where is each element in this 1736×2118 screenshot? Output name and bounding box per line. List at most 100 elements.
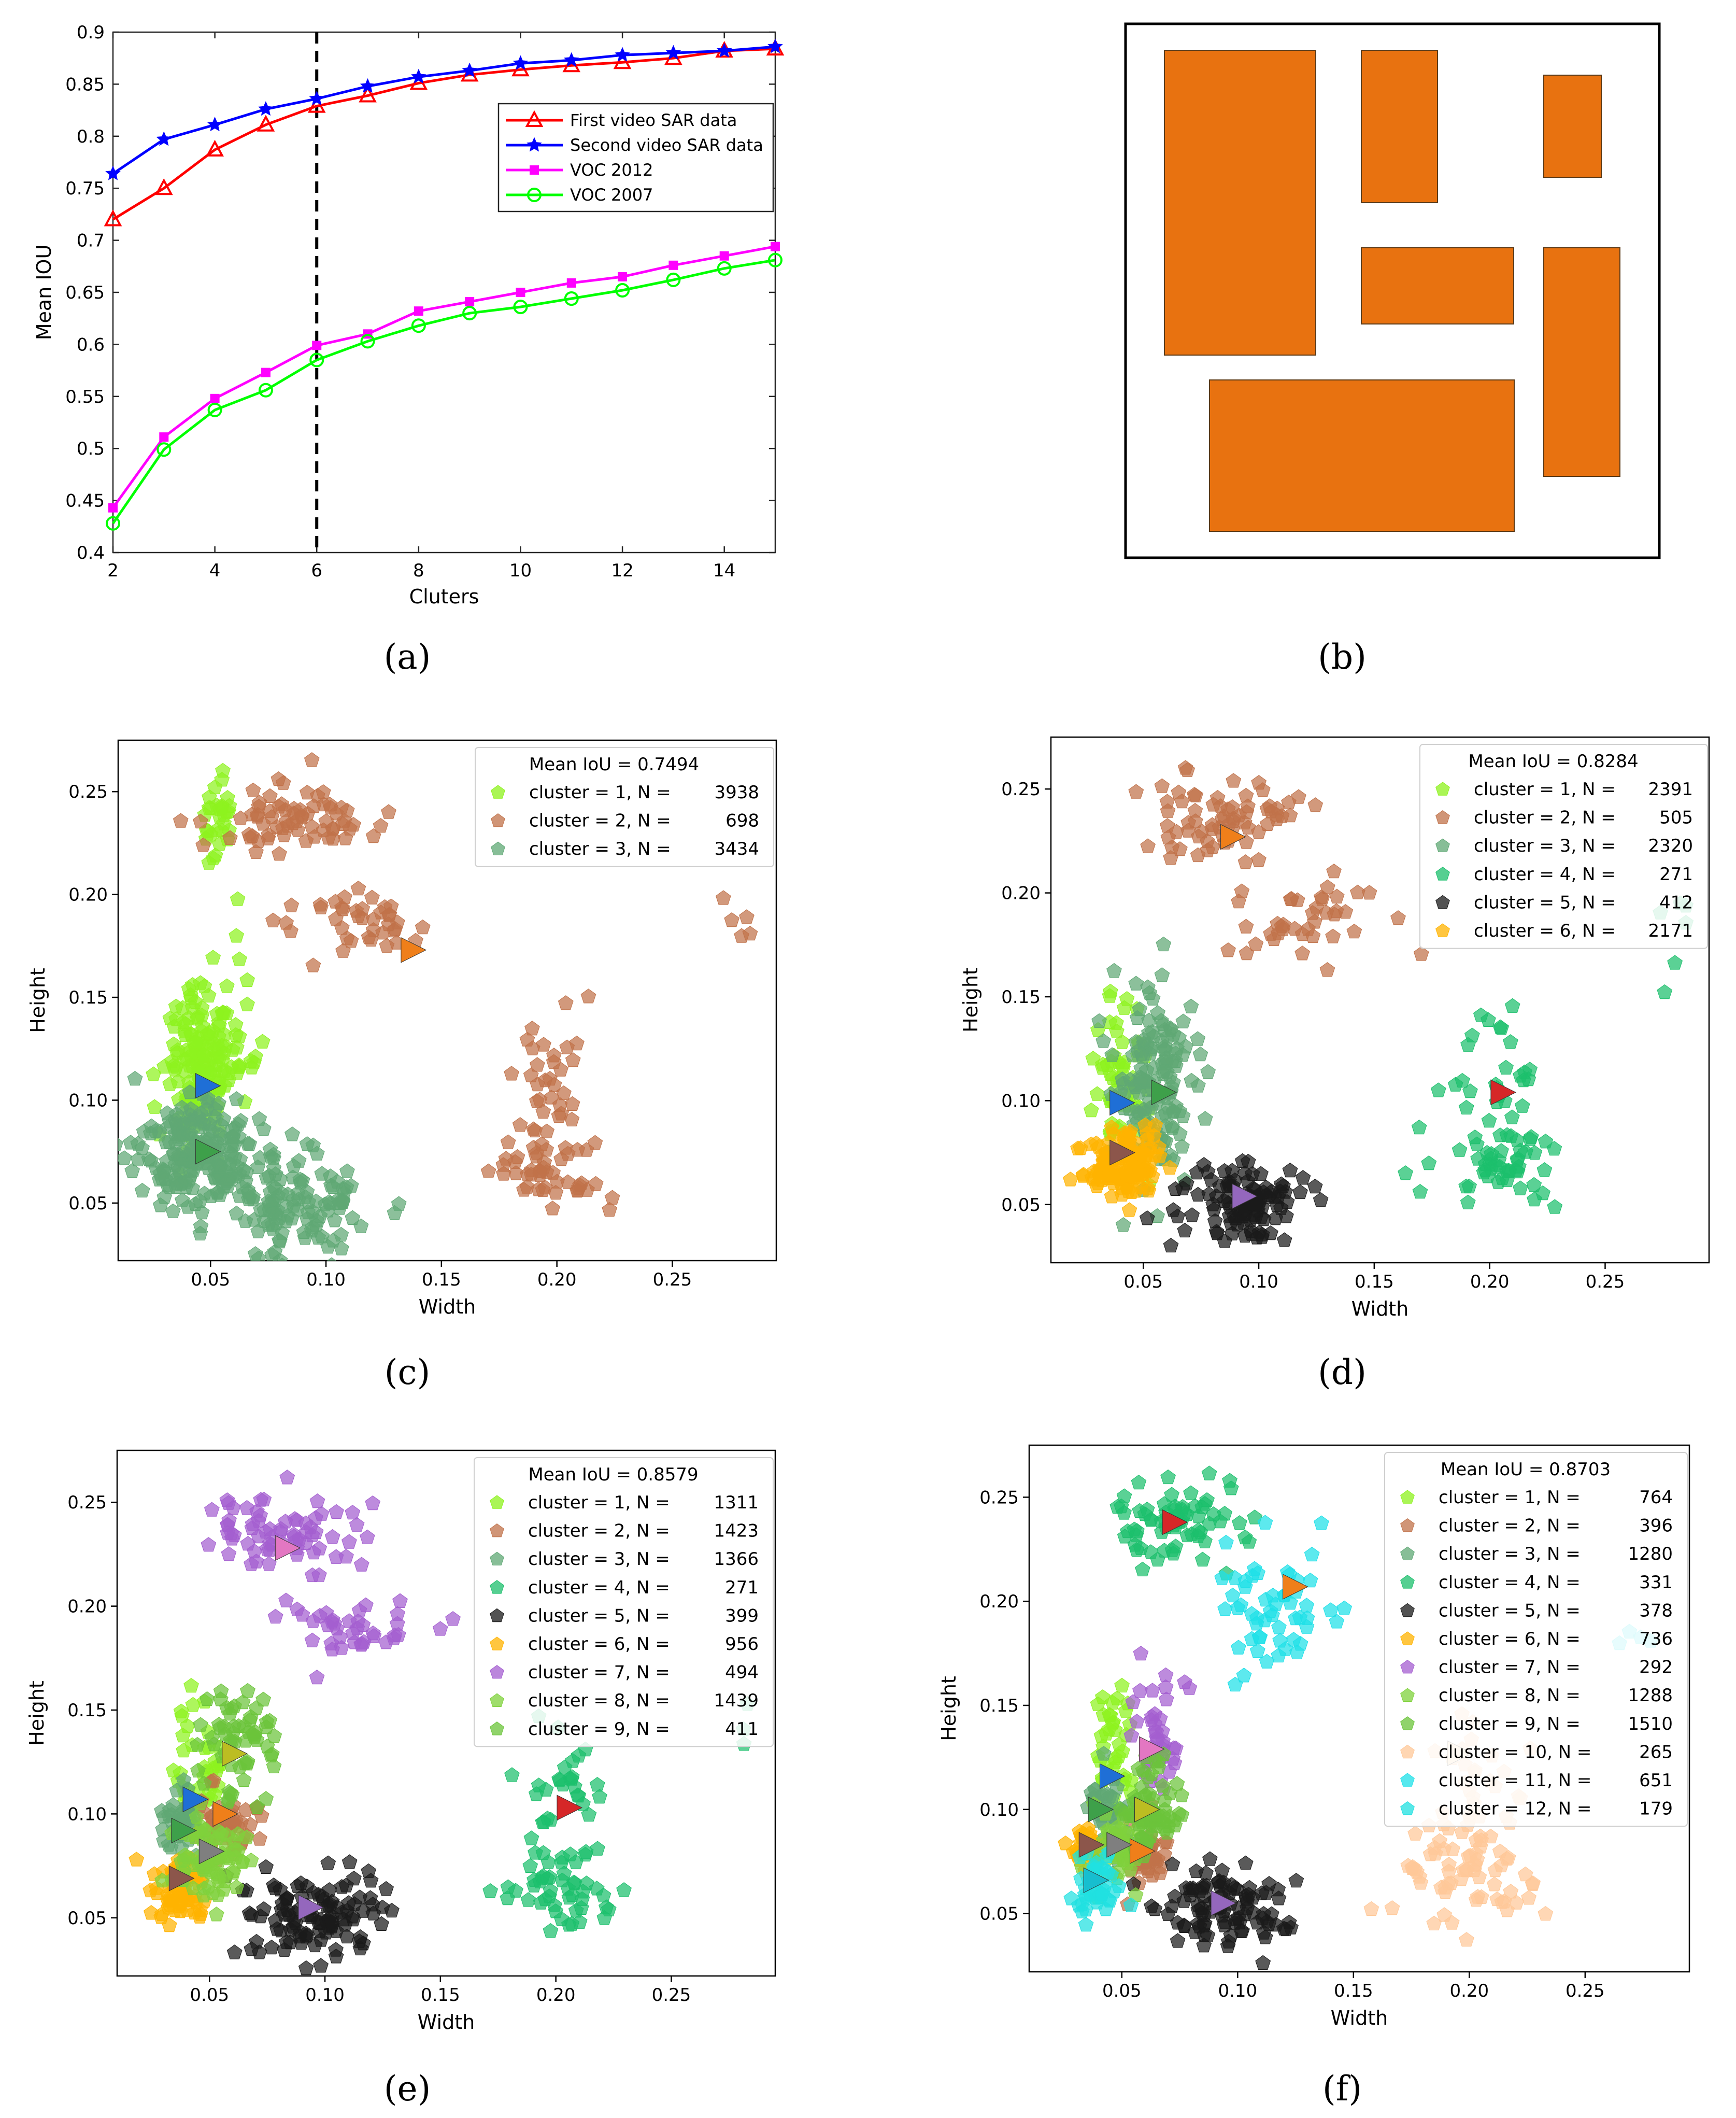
scatter-point xyxy=(1503,1884,1519,1899)
scatter-point xyxy=(1218,1534,1234,1550)
legend-count: 2171 xyxy=(1648,921,1693,941)
scatter-point xyxy=(1460,1194,1476,1209)
scatter-point xyxy=(1164,1856,1180,1871)
centroid-marker xyxy=(1283,1574,1308,1600)
scatter-point xyxy=(1174,1787,1190,1802)
scatter-point xyxy=(1211,1873,1227,1888)
scatter-point xyxy=(341,1854,358,1869)
scatter-point xyxy=(1160,829,1176,844)
orange-box xyxy=(1164,50,1316,356)
scatter-point xyxy=(324,1914,339,1929)
scatter-point xyxy=(1228,1210,1244,1225)
scatter-point xyxy=(373,818,389,833)
scatter-point xyxy=(1156,936,1172,952)
scatter-point xyxy=(1194,823,1209,839)
scatter-point xyxy=(1101,1721,1117,1736)
scatter-point xyxy=(278,1891,294,1907)
data-marker xyxy=(156,442,172,457)
scatter-point xyxy=(1323,1602,1339,1617)
scatter-point xyxy=(565,1753,581,1768)
centroid-marker xyxy=(198,1838,225,1865)
scatter-point xyxy=(1156,1808,1172,1823)
scatter-point xyxy=(194,1819,210,1834)
scatter-point xyxy=(1118,1164,1133,1179)
x-tick-label: 0.15 xyxy=(1334,1981,1373,2001)
scatter-point xyxy=(1249,1643,1265,1658)
scatter-point xyxy=(154,1872,170,1888)
scatter-point xyxy=(1152,1865,1168,1880)
scatter-point xyxy=(1509,1162,1524,1178)
data-marker xyxy=(513,55,529,70)
scatter-point xyxy=(592,1789,607,1804)
centroid-marker xyxy=(182,1786,209,1813)
scatter-point xyxy=(415,919,431,935)
x-axis-label: Width xyxy=(419,1295,476,1318)
scatter-point xyxy=(261,1217,276,1232)
scatter-point xyxy=(232,951,247,966)
legend-marker xyxy=(1400,1490,1415,1504)
scatter-point xyxy=(1123,1184,1140,1199)
scatter-point xyxy=(1145,1790,1161,1805)
scatter-point xyxy=(1175,1108,1191,1123)
scatter-point xyxy=(1299,1610,1315,1625)
scatter-point xyxy=(1132,1001,1148,1016)
scatter-point xyxy=(1455,1072,1470,1088)
x-tick-label: 0.10 xyxy=(306,1269,346,1290)
scatter-point xyxy=(174,1099,190,1115)
scatter-point xyxy=(1484,1146,1499,1161)
scatter-point xyxy=(124,1163,140,1178)
scatter-point xyxy=(1222,1473,1237,1488)
data-marker xyxy=(359,86,377,103)
series-line xyxy=(112,45,776,175)
scatter-point xyxy=(1459,1932,1474,1947)
scatter-point xyxy=(361,929,377,944)
scatter-point xyxy=(334,899,350,915)
scatter-point xyxy=(325,1233,341,1248)
scatter-point xyxy=(1095,1746,1112,1761)
scatter-point xyxy=(1427,1840,1443,1855)
scatter-point xyxy=(1119,991,1135,1006)
scatter-point xyxy=(523,1166,539,1182)
scatter-point xyxy=(1325,928,1341,943)
data-marker xyxy=(210,393,220,403)
legend-box xyxy=(475,747,774,867)
centroid-marker xyxy=(1078,1832,1105,1858)
legend-label: cluster = 9, N = xyxy=(1439,1714,1581,1734)
scatter-point xyxy=(1497,1894,1512,1909)
scatter-point xyxy=(279,1470,295,1485)
scatter-point xyxy=(1284,891,1300,906)
scatter-point xyxy=(1441,1875,1456,1890)
data-marker xyxy=(309,90,325,106)
scatter-point xyxy=(523,1067,539,1082)
legend-title: Mean IoU = 0.8579 xyxy=(528,1464,698,1485)
centroid-marker xyxy=(298,1894,324,1921)
legend-label: cluster = 2, N = xyxy=(1474,808,1616,828)
scatter-point xyxy=(338,1548,354,1564)
scatter-point xyxy=(118,1150,132,1165)
y-tick-label: 0.4 xyxy=(77,543,105,563)
scatter-point xyxy=(1657,984,1673,999)
legend-label: cluster = 8, N = xyxy=(528,1690,670,1711)
scatter-point xyxy=(1412,1184,1428,1199)
scatter-point xyxy=(294,808,309,823)
scatter-point xyxy=(291,1153,307,1168)
scatter-point xyxy=(538,1141,554,1157)
scatter-point xyxy=(378,1881,394,1896)
y-tick-label: 0.05 xyxy=(979,1904,1019,1925)
scatter-point xyxy=(272,1233,287,1248)
scatter-point xyxy=(240,1136,255,1151)
scatter-point xyxy=(1251,824,1267,839)
scatter-point xyxy=(275,775,291,790)
scatter-point xyxy=(432,1621,448,1636)
scatter-point xyxy=(566,1875,582,1890)
scatter-point xyxy=(1133,1540,1149,1555)
scatter-point xyxy=(1221,1933,1236,1948)
centroid-marker xyxy=(1490,1079,1517,1106)
scatter-point xyxy=(1295,1170,1311,1185)
x-tick-label: 0.20 xyxy=(1449,1981,1489,2001)
scatter-point xyxy=(1493,1857,1509,1872)
x-tick-label: 0.25 xyxy=(653,1269,692,1290)
data-marker xyxy=(771,242,780,251)
scatter-point xyxy=(558,1140,574,1155)
legend-count: 698 xyxy=(725,811,759,831)
